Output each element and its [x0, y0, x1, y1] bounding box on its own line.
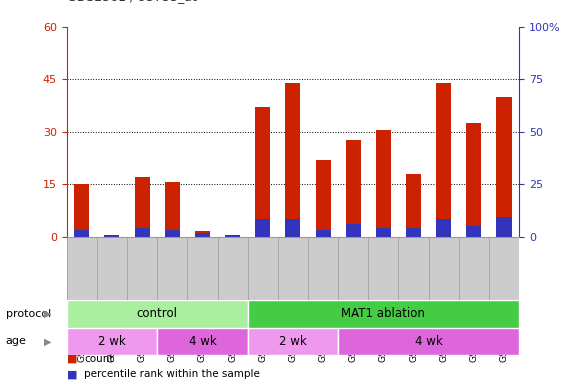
Bar — [135, 228, 150, 237]
Bar — [67, 300, 248, 328]
Text: 4 wk: 4 wk — [188, 335, 216, 348]
Bar — [436, 219, 451, 237]
Text: ■: ■ — [67, 369, 77, 379]
Text: MAT1 ablation: MAT1 ablation — [342, 307, 425, 320]
Bar — [67, 328, 157, 355]
Bar — [346, 224, 361, 237]
Bar — [248, 328, 338, 355]
Bar — [346, 141, 361, 237]
Bar — [195, 231, 210, 237]
Bar — [316, 160, 331, 237]
Text: 4 wk: 4 wk — [415, 335, 443, 348]
Bar — [406, 174, 421, 237]
Text: GDS2561 / 95753_at: GDS2561 / 95753_at — [67, 0, 197, 3]
Bar — [496, 97, 512, 237]
Bar — [496, 217, 512, 237]
Bar — [225, 235, 240, 237]
Bar — [338, 328, 519, 355]
Bar — [135, 177, 150, 237]
Bar — [225, 235, 240, 237]
Text: ▶: ▶ — [45, 309, 52, 319]
Bar — [255, 107, 270, 237]
Text: percentile rank within the sample: percentile rank within the sample — [84, 369, 260, 379]
Bar — [436, 83, 451, 237]
Bar — [157, 328, 248, 355]
Text: protocol: protocol — [6, 309, 51, 319]
Text: control: control — [137, 307, 177, 320]
Bar — [285, 83, 300, 237]
Bar — [285, 219, 300, 237]
Text: age: age — [6, 336, 27, 346]
Bar — [376, 228, 391, 237]
Text: 2 wk: 2 wk — [279, 335, 307, 348]
Bar — [255, 219, 270, 237]
Bar — [316, 230, 331, 237]
Bar — [74, 230, 89, 237]
Bar — [376, 130, 391, 237]
Bar — [466, 123, 481, 237]
Bar — [165, 230, 180, 237]
Bar — [195, 233, 210, 237]
Text: 2 wk: 2 wk — [98, 335, 126, 348]
Bar — [104, 235, 119, 237]
Bar — [74, 184, 89, 237]
Text: ■: ■ — [67, 354, 77, 364]
Bar — [466, 226, 481, 237]
Bar — [165, 182, 180, 237]
Text: ▶: ▶ — [45, 336, 52, 346]
Text: count: count — [84, 354, 114, 364]
Bar — [104, 235, 119, 237]
Bar — [248, 300, 519, 328]
Bar — [406, 228, 421, 237]
